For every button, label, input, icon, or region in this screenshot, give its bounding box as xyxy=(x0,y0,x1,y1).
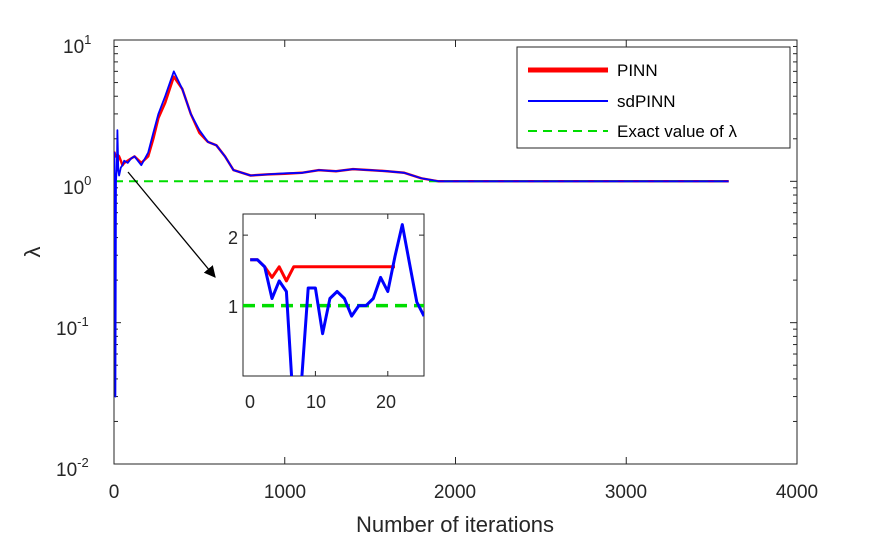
inset-y-tick-label: 1 xyxy=(228,297,238,317)
x-tick-label: 0 xyxy=(109,482,120,503)
series-line-sdpinn xyxy=(114,70,729,398)
inset-x-tick-label: 20 xyxy=(376,392,396,412)
inset-x-tick-label: 10 xyxy=(306,392,326,412)
y-tick-label: 101 xyxy=(63,32,91,58)
legend: PINN sdPINN Exact value of λ xyxy=(516,46,791,149)
y-tick-label: 10-1 xyxy=(56,314,89,340)
x-tick-label: 4000 xyxy=(776,482,818,503)
legend-label-exact: Exact value of λ xyxy=(617,122,738,141)
y-axis-label: λ xyxy=(20,247,45,258)
legend-label-pinn: PINN xyxy=(617,61,658,80)
inset-series-line-sdpinn xyxy=(250,223,424,376)
zoom-arrow xyxy=(127,171,216,278)
y-tick-label: 100 xyxy=(63,173,91,199)
x-axis-label: Number of iterations xyxy=(356,512,554,537)
inset-y-tick-label: 2 xyxy=(228,228,238,248)
x-tick-label: 2000 xyxy=(434,482,476,503)
inset-x-tick-label: 0 xyxy=(245,392,255,412)
x-tick-label: 3000 xyxy=(605,482,647,503)
legend-label-sdpinn: sdPINN xyxy=(617,92,676,111)
y-tick-label: 10-2 xyxy=(56,455,89,481)
x-tick-label: 1000 xyxy=(264,482,306,503)
